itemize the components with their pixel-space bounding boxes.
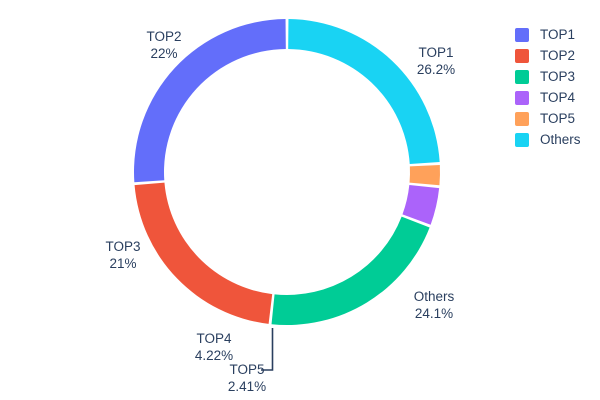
legend-swatch-icon xyxy=(515,27,529,42)
donut-slice-others[interactable] xyxy=(288,19,440,164)
legend-item-top1[interactable]: TOP1 xyxy=(515,24,600,45)
slice-label-top1-name: TOP1 xyxy=(418,45,454,60)
slice-label-top2: TOP2 22% xyxy=(116,28,212,62)
slice-label-others: Others 24.1% xyxy=(386,288,482,322)
slice-label-top3-name: TOP3 xyxy=(105,239,141,254)
slice-label-top4-name: TOP4 xyxy=(196,331,232,346)
legend-item-label: TOP2 xyxy=(540,48,576,63)
chart-legend: TOP1 TOP2 TOP3 TOP4 TOP5 Others xyxy=(515,24,600,150)
legend-swatch-icon xyxy=(515,132,529,147)
slice-label-top5-name: TOP5 xyxy=(229,362,265,377)
legend-item-top4[interactable]: TOP4 xyxy=(515,87,600,108)
slice-label-others-percent: 24.1% xyxy=(414,306,454,321)
donut-slice-top4[interactable] xyxy=(402,184,440,225)
legend-swatch-icon xyxy=(515,111,529,126)
legend-item-top2[interactable]: TOP2 xyxy=(515,45,600,66)
top5-leader-line xyxy=(261,328,274,371)
slice-label-top2-name: TOP2 xyxy=(146,29,182,44)
slice-label-top3: TOP3 21% xyxy=(75,238,171,272)
slice-label-others-name: Others xyxy=(413,289,455,304)
slice-label-top4: TOP4 4.22% xyxy=(166,330,262,364)
slice-label-top2-percent: 22% xyxy=(150,46,178,61)
donut-slice-top2[interactable] xyxy=(134,182,273,324)
donut-slice-top5[interactable] xyxy=(409,164,440,186)
slices-group xyxy=(133,19,440,325)
legend-item-top5[interactable]: TOP5 xyxy=(515,108,600,129)
slice-label-top5-percent: 2.41% xyxy=(227,379,267,394)
legend-swatch-icon xyxy=(515,48,529,63)
slice-label-top4-percent: 4.22% xyxy=(194,348,234,363)
slice-label-top5: TOP5 2.41% xyxy=(199,361,295,395)
slice-label-top1: TOP1 26.2% xyxy=(388,44,484,78)
legend-item-label: TOP4 xyxy=(540,90,576,105)
slice-label-top3-percent: 21% xyxy=(109,256,137,271)
legend-swatch-icon xyxy=(515,90,529,105)
legend-swatch-icon xyxy=(515,69,529,84)
donut-slice-top1[interactable] xyxy=(133,19,286,183)
legend-item-label: TOP5 xyxy=(540,111,576,126)
legend-item-label: Others xyxy=(540,132,581,147)
legend-item-top3[interactable]: TOP3 xyxy=(515,66,600,87)
legend-item-label: TOP1 xyxy=(540,27,576,42)
legend-item-others[interactable]: Others xyxy=(515,129,600,150)
donut-slice-top3[interactable] xyxy=(271,216,430,325)
slice-label-top1-percent: 26.2% xyxy=(416,62,456,77)
legend-item-label: TOP3 xyxy=(540,69,576,84)
